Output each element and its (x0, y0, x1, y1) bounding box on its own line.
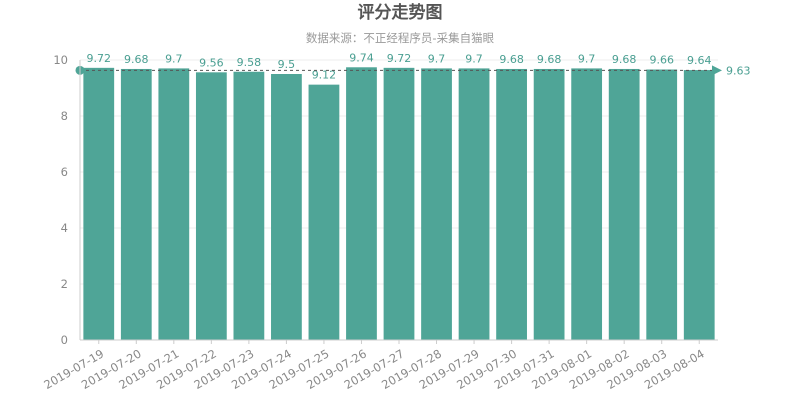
bar[interactable] (608, 68, 640, 341)
bar[interactable] (233, 71, 265, 340)
average-line: 9.63 (75, 64, 751, 77)
chart-title: 评分走势图 (358, 2, 443, 23)
bar[interactable] (346, 67, 377, 340)
bar-value-label: 9.7 (465, 52, 483, 65)
bar-value-label: 9.5 (278, 58, 296, 71)
average-line-arrow (712, 65, 722, 76)
bar[interactable] (271, 74, 302, 340)
bar[interactable] (120, 68, 152, 341)
average-line-label: 9.63 (726, 64, 751, 77)
bar-value-label: 9.66 (649, 54, 674, 67)
bar[interactable] (646, 69, 678, 341)
bar-series: 9.72 9.68 9.7 9.56 9.58 9.5 9.12 9.74 9.72 9.7 9.7… (83, 51, 715, 341)
y-tick-label: 8 (61, 109, 68, 123)
bar-value-label: 9.72 (87, 52, 112, 65)
bar[interactable] (383, 67, 415, 340)
bar[interactable] (308, 84, 340, 340)
bar-value-label: 9.68 (124, 53, 149, 66)
bar[interactable] (533, 68, 565, 341)
bar[interactable] (421, 68, 452, 341)
bar-value-label: 9.72 (387, 52, 412, 65)
bar-value-label: 9.64 (687, 54, 712, 67)
chart-subtitle: 数据来源：不正经程序员-采集自猫眼 (306, 31, 495, 45)
bar-value-label: 9.58 (237, 56, 262, 69)
y-tick-label: 10 (53, 53, 68, 67)
bar[interactable] (158, 68, 190, 341)
bar[interactable] (83, 67, 115, 340)
bar[interactable] (195, 72, 227, 340)
bar-value-label: 9.68 (537, 53, 562, 66)
bar[interactable] (571, 68, 603, 341)
bar[interactable] (683, 70, 715, 340)
y-tick-label: 2 (61, 277, 68, 291)
bar[interactable] (458, 68, 490, 341)
y-tick-label: 4 (61, 221, 68, 235)
y-tick-label: 0 (61, 333, 68, 347)
bar-value-label: 9.12 (312, 69, 337, 82)
bar-value-label: 9.7 (578, 52, 596, 65)
bar-value-label: 9.7 (165, 52, 183, 65)
bar-value-label: 9.74 (349, 51, 374, 64)
bar[interactable] (496, 68, 527, 341)
bar-value-label: 9.7 (428, 52, 446, 65)
bar-value-label: 9.68 (612, 53, 637, 66)
bar-value-label: 9.56 (199, 56, 224, 69)
y-tick-label: 6 (61, 165, 68, 179)
bar-value-label: 9.68 (499, 53, 524, 66)
